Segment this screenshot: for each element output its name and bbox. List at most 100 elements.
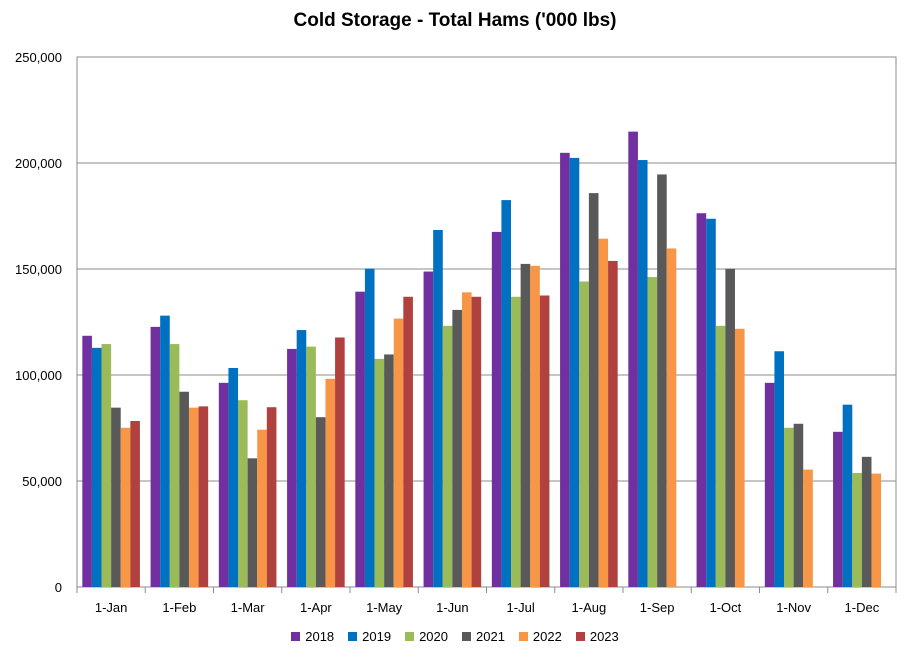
- bar-2019-1-Jan: [91, 347, 102, 587]
- bar-2018-1-Feb: [150, 326, 161, 587]
- bar-2018-1-Jun: [423, 271, 434, 587]
- x-tick-label: 1-Feb: [162, 600, 196, 615]
- bar-2023-1-Jun: [471, 296, 482, 587]
- legend-swatch: [291, 632, 301, 641]
- bar-2019-1-Oct: [706, 218, 716, 588]
- bar-2020-1-Jul: [511, 296, 521, 587]
- bar-2020-1-Apr: [306, 346, 316, 587]
- legend-item-2018: 2018: [291, 629, 334, 644]
- bar-2023-1-Aug: [608, 260, 618, 587]
- bar-2023-1-May: [403, 296, 413, 587]
- bar-2022-1-Apr: [325, 378, 336, 587]
- bar-2020-1-May: [374, 358, 385, 587]
- bar-2022-1-Aug: [598, 238, 609, 587]
- bar-2021-1-Nov: [793, 423, 804, 587]
- legend-label: 2020: [419, 629, 448, 644]
- legend-swatch: [405, 632, 415, 641]
- legend-item-2019: 2019: [348, 629, 391, 644]
- y-tick-label: 250,000: [15, 50, 62, 65]
- bar-2018-1-May: [355, 291, 365, 587]
- bar-2021-1-May: [384, 354, 394, 587]
- bar-2018-1-Aug: [560, 152, 570, 587]
- bar-2022-1-Jan: [120, 427, 131, 587]
- bar-2020-1-Aug: [579, 281, 589, 587]
- bar-2020-1-Mar: [238, 400, 248, 587]
- bar-2021-1-Aug: [588, 193, 599, 587]
- bar-2019-1-Jun: [433, 229, 443, 587]
- bar-2022-1-Sep: [666, 248, 677, 587]
- bar-2019-1-Jul: [501, 200, 512, 587]
- chart-title: Cold Storage - Total Hams ('000 lbs): [293, 10, 617, 31]
- x-tick-label: 1-Sep: [640, 600, 675, 615]
- bar-2021-1-Jun: [452, 309, 462, 587]
- x-tick-label: 1-Oct: [709, 600, 741, 615]
- bar-2020-1-Feb: [169, 344, 180, 587]
- bar-2019-1-Mar: [228, 368, 239, 587]
- bar-2018-1-Jul: [491, 231, 502, 587]
- bar-2023-1-Jan: [130, 421, 140, 587]
- legend-swatch: [575, 632, 585, 641]
- bar-2021-1-Dec: [861, 456, 872, 587]
- y-tick-label: 100,000: [15, 368, 62, 383]
- bar-2020-1-Jan: [101, 344, 112, 587]
- legend-label: 2022: [532, 629, 562, 644]
- bar-2021-1-Oct: [725, 268, 735, 587]
- legend-item-2020: 2020: [405, 629, 448, 644]
- bar-2022-1-Dec: [871, 473, 882, 587]
- legend-item-2023: 2023: [575, 629, 619, 644]
- bar-2022-1-Jul: [530, 265, 540, 587]
- x-tick-label: 1-Nov: [776, 600, 811, 615]
- legend: 2018 2019 2020 2021 2022 2023: [0, 629, 910, 644]
- bar-2023-1-Mar: [266, 407, 277, 587]
- bar-2020-1-Jun: [442, 325, 453, 587]
- y-tick-label: 200,000: [15, 156, 62, 171]
- legend-label: 2021: [476, 629, 505, 644]
- legend-label: 2019: [362, 629, 392, 644]
- bar-2021-1-Jan: [111, 407, 121, 587]
- bar-2019-1-Feb: [160, 315, 170, 587]
- x-tick-label: 1-Jan: [95, 600, 128, 615]
- bar-2023-1-Feb: [198, 406, 209, 587]
- bar-2020-1-Oct: [715, 325, 726, 587]
- bar-2018-1-Jan: [82, 335, 92, 587]
- y-tick-label: 0: [55, 580, 62, 595]
- x-tick-label: 1-Dec: [845, 600, 880, 615]
- legend-swatch: [462, 632, 471, 641]
- bar-2019-1-Sep: [637, 160, 648, 588]
- legend-label: 2023: [589, 629, 619, 644]
- legend-item-2022: 2022: [518, 629, 562, 644]
- legend-swatch: [348, 632, 358, 641]
- bar-2022-1-Mar: [257, 429, 267, 587]
- bar-2022-1-Oct: [734, 328, 745, 587]
- bar-2018-1-Dec: [833, 431, 843, 587]
- bar-2018-1-Apr: [287, 348, 297, 587]
- bar-2021-1-Apr: [315, 417, 326, 587]
- bar-2019-1-Dec: [842, 404, 853, 587]
- bar-2023-1-Apr: [335, 337, 345, 587]
- legend-label: 2018: [305, 629, 335, 644]
- bar-2019-1-Apr: [296, 330, 307, 587]
- bar-2021-1-Mar: [247, 458, 258, 587]
- bar-2019-1-Nov: [774, 351, 785, 587]
- x-tick-label: 1-Mar: [231, 600, 266, 615]
- bar-2022-1-Jun: [461, 292, 472, 587]
- x-tick-label: 1-Jun: [436, 600, 469, 615]
- bar-2022-1-Nov: [803, 469, 813, 587]
- bar-2020-1-Nov: [784, 427, 794, 587]
- legend-swatch: [518, 632, 528, 641]
- bar-2018-1-Mar: [218, 382, 229, 587]
- bar-2018-1-Oct: [696, 213, 707, 587]
- bar-2018-1-Nov: [764, 382, 775, 587]
- x-tick-label: 1-Jul: [507, 600, 535, 615]
- bar-2020-1-Dec: [852, 472, 862, 587]
- bar-2022-1-Feb: [188, 407, 199, 587]
- bar-2020-1-Sep: [647, 277, 658, 587]
- x-tick-label: 1-Apr: [300, 600, 332, 615]
- x-tick-label: 1-May: [366, 600, 403, 615]
- x-tick-label: 1-Aug: [572, 600, 607, 615]
- y-tick-label: 50,000: [22, 474, 62, 489]
- bar-2018-1-Sep: [628, 131, 638, 587]
- bar-2019-1-Aug: [569, 157, 580, 588]
